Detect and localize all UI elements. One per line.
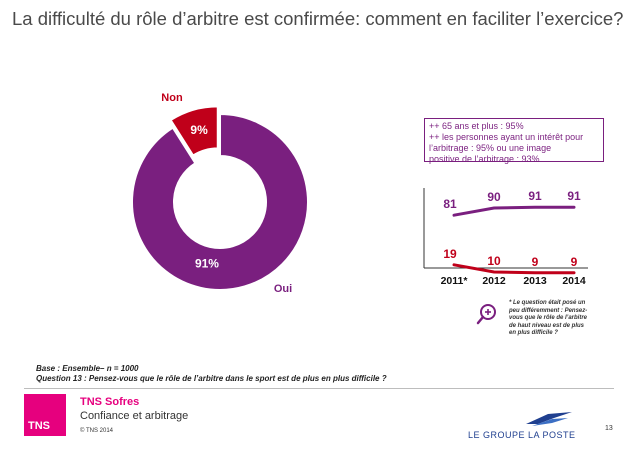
- data-label: 9: [532, 255, 539, 269]
- data-label: 91: [567, 189, 581, 203]
- base-note-line: Base : Ensemble– n = 1000: [36, 364, 139, 373]
- x-tick-label: 2011*: [441, 275, 469, 287]
- pie-slice-oui: [131, 112, 309, 291]
- tns-logo-text: TNS: [28, 420, 50, 432]
- series-line-1: [452, 263, 576, 275]
- callout-line: l’arbitrage : 95% ou une image: [429, 143, 552, 153]
- pie-value-oui: 91%: [195, 257, 219, 271]
- copyright: © TNS 2014: [80, 428, 113, 434]
- footnote-line: en plus difficile ?: [509, 330, 558, 336]
- trend-line-chart: 81 90 91 91 19 10 9 9 2011* 2012 2013 2014: [423, 188, 588, 287]
- page-number: 13: [605, 425, 613, 432]
- data-label: 90: [487, 190, 501, 204]
- x-tick-label: 2012: [482, 275, 506, 287]
- pie-label-oui: Oui: [274, 283, 292, 295]
- zoom-in-icon: [476, 304, 496, 325]
- pie-slice-non: [169, 105, 219, 157]
- x-tick-label: 2014: [562, 275, 586, 287]
- footnote-line: * Le question était posé un: [509, 300, 586, 306]
- series-line-0: [452, 205, 576, 217]
- report-subtitle: Confiance et arbitrage: [80, 410, 189, 422]
- footnote-line: vous que le rôle de l’arbitre: [509, 315, 588, 321]
- data-label: 9: [571, 255, 578, 269]
- partner-logo-text: LE GROUPE LA POSTE: [468, 430, 576, 440]
- tns-logo: TNS: [24, 394, 66, 436]
- data-label: 91: [528, 189, 542, 203]
- footnote-line: de haut niveau est de plus: [509, 322, 585, 329]
- callout-line: positive de l’arbitrage : 93%: [429, 154, 540, 164]
- footer-divider: [24, 388, 614, 389]
- footnote-line: peu différemment : Pensez-: [509, 307, 588, 314]
- pie-label-non: Non: [161, 92, 183, 104]
- data-label: 81: [443, 197, 457, 211]
- la-poste-bird-icon: [526, 412, 572, 426]
- x-tick-label: 2013: [523, 275, 547, 287]
- data-label: 19: [443, 247, 457, 261]
- callout-box: ++ 65 ans et plus : 95% ++ les personnes…: [424, 118, 604, 164]
- page-title: La difficulté du rôle d’arbitre est conf…: [12, 8, 624, 29]
- data-label: 10: [487, 254, 501, 268]
- callout-line: ++ 65 ans et plus : 95%: [429, 121, 524, 131]
- base-note: Base : Ensemble– n = 1000 Question 13 : …: [36, 364, 387, 384]
- callout-line: ++ les personnes ayant un intérêt pour: [429, 132, 584, 142]
- brand-name: TNS Sofres: [80, 396, 140, 408]
- pie-value-non: 9%: [190, 123, 208, 137]
- donut-chart: 91% 9% Oui Non: [131, 92, 309, 295]
- footnote: * Le question était posé un peu différem…: [509, 300, 609, 338]
- base-note-line: Question 13 : Pensez-vous que le rôle de…: [36, 374, 387, 383]
